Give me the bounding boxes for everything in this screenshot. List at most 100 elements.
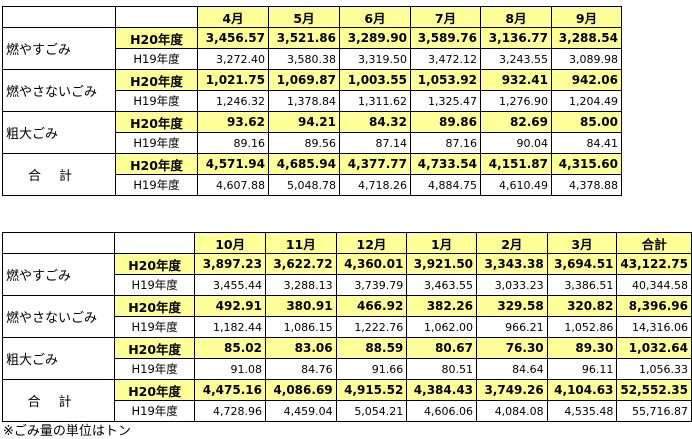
value-cell: 3,033.23	[476, 274, 548, 296]
year-label-previous: H19年度	[113, 316, 196, 338]
value-cell: 3,589.76	[410, 27, 481, 49]
value-cell: 3,386.51	[546, 274, 618, 296]
data-row-previous-year: H19年度 91.08 84.76 91.66 80.51 84.64 96.11 1,056…	[3, 358, 692, 380]
value-cell: 3,456.57	[197, 27, 269, 49]
value-cell: 83.06	[264, 337, 337, 359]
data-row-previous-year: H19年度 4,728.96 4,459.04 5,054.21 4,606.06 4,0…	[3, 400, 692, 422]
value-cell: 3,288.13	[264, 274, 337, 296]
value-cell: 1,276.90	[480, 90, 552, 112]
value-cell: 3,455.44	[194, 274, 266, 296]
value-cell: 329.58	[476, 295, 548, 317]
value-cell: 1,222.76	[335, 316, 408, 338]
month-header: 7月	[410, 6, 481, 28]
value-cell: 3,580.38	[268, 48, 340, 70]
value-cell: 4,607.88	[197, 174, 269, 196]
year-label-current: H20年度	[113, 379, 196, 401]
value-cell: 88.59	[335, 337, 408, 359]
data-row-current-year: 合計 H20年度 4,571.94 4,685.94 4,377.77 4,733.54 4…	[2, 153, 622, 196]
value-cell: 3,243.55	[480, 48, 552, 70]
value-cell: 80.67	[406, 337, 478, 359]
value-cell: 1,378.84	[268, 90, 340, 112]
value-cell: 3,694.51	[546, 253, 618, 275]
value-cell: 1,182.44	[194, 316, 266, 338]
value-cell: 1,325.47	[410, 90, 481, 112]
value-cell: 3,319.50	[339, 48, 411, 70]
value-cell: 4,535.48	[546, 400, 618, 422]
value-cell: 93.62	[197, 111, 269, 133]
value-cell: 1,021.75	[197, 69, 269, 91]
value-cell: 4,378.88	[551, 174, 622, 196]
data-row-previous-year: H19年度 3,272.40 3,580.38 3,319.50 3,472.12 3,2…	[3, 48, 622, 70]
category-label: 合計	[2, 153, 116, 196]
value-cell: 382.26	[406, 295, 478, 317]
year-label-current: H20年度	[115, 27, 198, 49]
month-header: 3月	[546, 232, 618, 254]
value-cell: 1,062.00	[406, 316, 478, 338]
value-cell: 4,084.08	[476, 400, 548, 422]
value-cell: 1,204.49	[551, 90, 622, 112]
value-cell: 1,246.32	[197, 90, 269, 112]
year-label-previous: H19年度	[115, 90, 198, 112]
data-row-current-year: 燃やすごみ H20年度 3,456.57 3,521.86 3,289.90 3,589.…	[2, 27, 622, 70]
category-label: 燃やすごみ	[2, 27, 116, 70]
value-cell: 4,728.96	[194, 400, 266, 422]
value-cell: 1,053.92	[410, 69, 481, 91]
waste-table-oct-mar: 10月 11月 12月 1月 2月 3月 合計 燃やすごみ H20年度 3,897.…	[2, 232, 692, 422]
value-cell: 1,069.87	[268, 69, 340, 91]
month-header: 2月	[476, 232, 548, 254]
value-cell: 966.21	[476, 316, 548, 338]
data-row-previous-year: H19年度 4,607.88 5,048.78 4,718.26 4,884.75 4,6…	[3, 174, 622, 196]
category-label: 燃やさないごみ	[2, 69, 116, 112]
value-cell: 85.00	[551, 111, 622, 133]
month-header: 9月	[551, 6, 622, 28]
month-header: 12月	[335, 232, 408, 254]
category-label: 粗大ごみ	[2, 337, 115, 380]
value-cell: 87.14	[339, 132, 411, 154]
value-cell: 932.41	[480, 69, 552, 91]
value-cell: 4,733.54	[410, 153, 481, 175]
category-label: 粗大ごみ	[2, 111, 116, 154]
value-cell: 4,104.63	[546, 379, 618, 401]
value-cell: 4,459.04	[264, 400, 337, 422]
data-row-current-year: 粗大ごみ H20年度 85.02 83.06 88.59 80.67 76.30 89.30 1…	[2, 337, 692, 380]
data-row-current-year: 燃やすごみ H20年度 3,897.23 3,622.72 4,360.01 3,921.…	[2, 253, 692, 296]
value-cell: 1,311.62	[339, 90, 411, 112]
value-cell: 4,685.94	[268, 153, 340, 175]
data-row-current-year: 燃やさないごみ H20年度 1,021.75 1,069.87 1,003.55 1,05…	[2, 69, 622, 112]
value-cell: 96.11	[546, 358, 618, 380]
year-label-previous: H19年度	[113, 400, 196, 422]
value-cell: 3,463.55	[406, 274, 478, 296]
value-cell: 3,521.86	[268, 27, 340, 49]
year-label-current: H20年度	[113, 295, 196, 317]
value-cell: 1,052.86	[546, 316, 618, 338]
header-row: 4月 5月 6月 7月 8月 9月	[2, 6, 622, 28]
value-cell: 89.16	[197, 132, 269, 154]
value-cell: 3,288.54	[551, 27, 622, 49]
month-header: 4月	[197, 6, 269, 28]
data-row-current-year: 燃やさないごみ H20年度 492.91 380.91 466.92 382.26 329.…	[2, 295, 692, 338]
value-cell: 3,136.77	[480, 27, 552, 49]
value-cell: 3,472.12	[410, 48, 481, 70]
value-cell: 1,032.64	[616, 337, 692, 359]
annual-total-header: 合計	[616, 232, 692, 254]
year-label-current: H20年度	[115, 111, 198, 133]
value-cell: 1,003.55	[339, 69, 411, 91]
value-cell: 466.92	[335, 295, 408, 317]
header-row: 10月 11月 12月 1月 2月 3月 合計	[2, 232, 692, 254]
value-cell: 85.02	[194, 337, 266, 359]
data-row-previous-year: H19年度 1,182.44 1,086.15 1,222.76 1,062.00 966…	[3, 316, 692, 338]
value-cell: 942.06	[551, 69, 622, 91]
year-label-current: H20年度	[113, 337, 196, 359]
value-cell: 5,048.78	[268, 174, 340, 196]
value-cell: 90.04	[480, 132, 552, 154]
month-header: 6月	[339, 6, 411, 28]
value-cell: 3,622.72	[264, 253, 337, 275]
value-cell: 4,610.49	[480, 174, 552, 196]
year-label-previous: H19年度	[115, 132, 198, 154]
data-row-current-year: 合計 H20年度 4,475.16 4,086.69 4,915.52 4,384.43 3…	[2, 379, 692, 422]
value-cell: 89.56	[268, 132, 340, 154]
value-cell: 4,151.87	[480, 153, 552, 175]
value-cell: 4,884.75	[410, 174, 481, 196]
month-header: 1月	[406, 232, 478, 254]
value-cell: 91.08	[194, 358, 266, 380]
